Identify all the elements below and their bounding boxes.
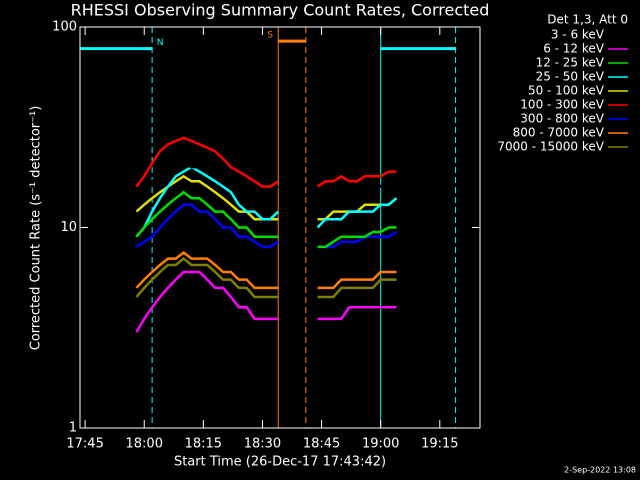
series-line <box>135 136 397 188</box>
footer: 2-Sep-2022 13:08 <box>564 466 636 475</box>
legend-label: 12 - 25 keV <box>536 56 605 70</box>
series-line <box>135 161 397 194</box>
flag-label: S <box>267 31 273 41</box>
legend-label: 25 - 50 keV <box>536 70 605 84</box>
series-line <box>135 203 398 249</box>
chart-title: RHESSI Observing Summary Count Rates, Co… <box>71 1 490 20</box>
y-tick-label: 10 <box>60 220 77 235</box>
series-line <box>135 270 397 333</box>
y-tick-label: 100 <box>52 20 77 35</box>
x-tick-label: 17:45 <box>66 437 103 452</box>
legend-label: 100 - 300 keV <box>520 98 604 112</box>
legend-label: 800 - 7000 keV <box>513 126 605 140</box>
x-tick-label: 19:15 <box>421 437 458 452</box>
flag-label: N <box>157 38 164 48</box>
series-line <box>135 251 397 290</box>
x-axis-label: Start Time (26-Dec-17 17:43:42) <box>174 455 386 470</box>
legend-label: 7000 - 15000 keV <box>497 140 604 154</box>
x-tick-label: 19:00 <box>362 437 399 452</box>
x-tick-label: 18:15 <box>185 437 222 452</box>
series-line <box>135 256 397 299</box>
legend-label: 300 - 800 keV <box>520 112 604 126</box>
legend-title: Det 1,3, Att 0 <box>547 13 628 27</box>
legend-label: 3 - 6 keV <box>551 28 605 42</box>
series-line <box>135 165 398 238</box>
legend-label: 6 - 12 keV <box>543 42 605 56</box>
x-tick-label: 18:00 <box>126 437 163 452</box>
legend-label: 50 - 100 keV <box>528 84 605 98</box>
y-tick-label: 1 <box>69 421 77 436</box>
x-tick-label: 18:45 <box>303 437 340 452</box>
series-line <box>135 190 397 249</box>
x-tick-label: 18:30 <box>244 437 281 452</box>
y-axis-label: Corrected Count Rate (s⁻¹ detector⁻¹) <box>29 106 44 351</box>
